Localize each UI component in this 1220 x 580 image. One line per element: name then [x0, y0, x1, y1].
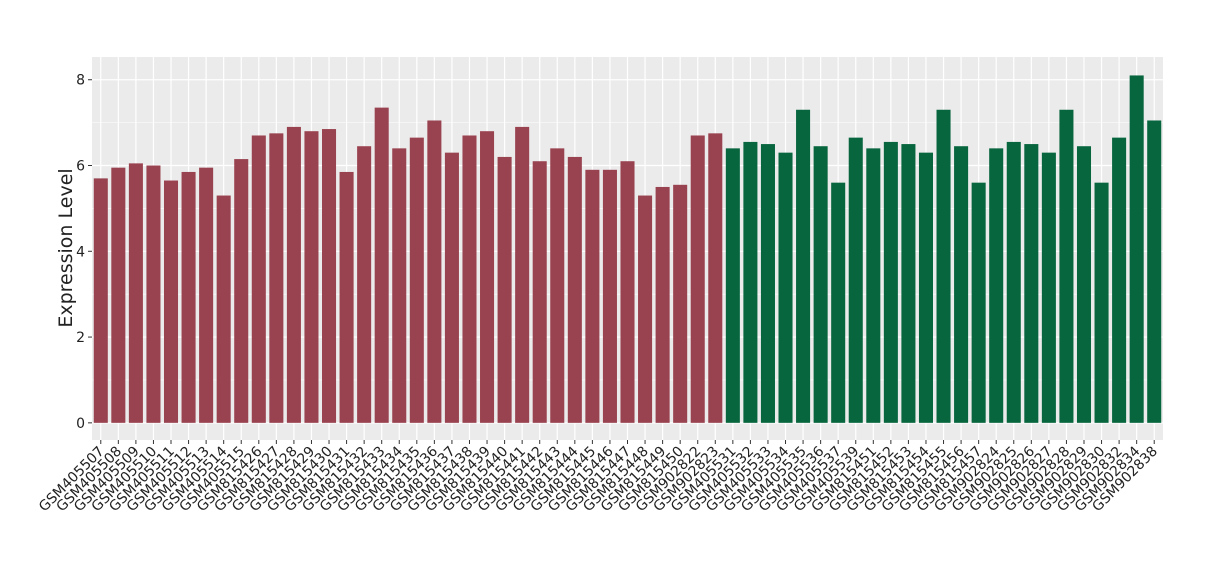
bar [760, 144, 775, 423]
bar [585, 169, 600, 423]
bar [550, 148, 565, 423]
bar [796, 109, 811, 423]
bar [392, 148, 407, 423]
bar [111, 167, 126, 423]
bar [813, 146, 828, 423]
bar [883, 141, 898, 423]
bar [163, 180, 179, 423]
y-tick-label: 4 [76, 244, 85, 260]
bar [444, 152, 459, 423]
bar [304, 131, 319, 423]
y-axis-label: Expression Level [55, 168, 77, 327]
bar [427, 120, 442, 423]
bar [199, 167, 214, 423]
bar [374, 107, 389, 423]
bar [93, 178, 108, 423]
bar [1006, 141, 1021, 423]
bar [409, 137, 424, 423]
bar [1112, 137, 1127, 423]
bar [251, 135, 266, 423]
bar [848, 137, 863, 423]
bar [181, 171, 196, 423]
bar [515, 126, 530, 423]
bar [690, 135, 705, 423]
bar [831, 182, 846, 423]
y-tick-label: 8 [76, 73, 85, 89]
bar [989, 148, 1004, 423]
bar [532, 161, 547, 423]
bar [357, 146, 372, 423]
y-tick-label: 6 [76, 159, 85, 175]
bar [286, 126, 301, 423]
bar [971, 182, 986, 423]
bar [462, 135, 477, 423]
bar [866, 148, 881, 423]
bar [936, 109, 951, 423]
bar [1076, 146, 1092, 423]
bar [1024, 144, 1039, 423]
bar [954, 146, 969, 423]
bar [480, 131, 495, 423]
bar [918, 152, 933, 423]
bar [322, 129, 337, 423]
bar [497, 156, 512, 423]
bar [778, 152, 793, 423]
bar [655, 186, 670, 423]
bar [743, 141, 758, 423]
y-tick-label: 2 [76, 330, 85, 346]
bar [708, 133, 723, 423]
bar [1094, 182, 1109, 423]
bar [1059, 109, 1074, 423]
bar [216, 195, 231, 423]
bar [269, 133, 284, 423]
bar [725, 148, 740, 423]
bar [128, 163, 143, 423]
bar [620, 161, 635, 423]
bar [602, 169, 617, 423]
bar [1041, 152, 1056, 423]
bar [901, 144, 916, 423]
bar [567, 156, 582, 423]
bar [1129, 75, 1144, 423]
bar [638, 195, 653, 423]
bar [146, 165, 161, 423]
bar [673, 184, 688, 423]
y-tick-label: 0 [76, 416, 85, 432]
bar [1147, 120, 1162, 423]
bar [339, 171, 354, 423]
bar [234, 159, 249, 423]
